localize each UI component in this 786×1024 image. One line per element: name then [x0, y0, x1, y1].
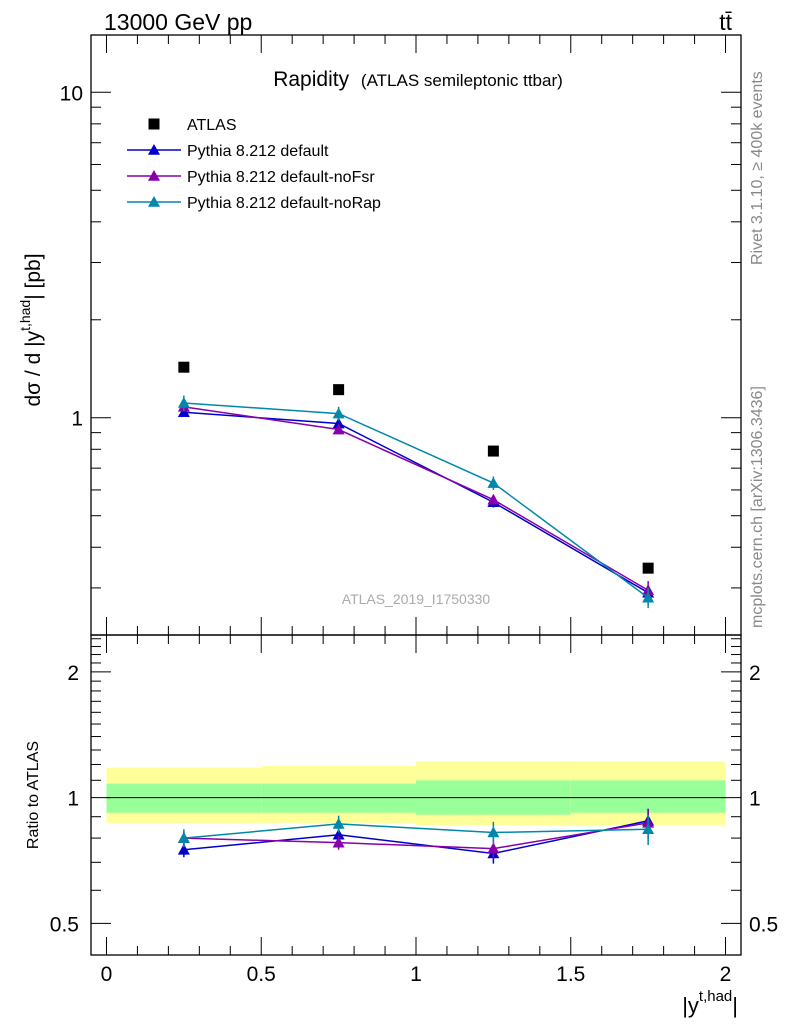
y-label-main: dσ / d |y	[22, 330, 45, 406]
ratio-point	[177, 832, 190, 843]
legend-marker	[148, 144, 160, 155]
atlas-point	[642, 562, 654, 574]
ratio-y-tick-label: 1	[67, 788, 79, 811]
mc-point	[332, 423, 345, 435]
x-tick-label: 0	[101, 963, 113, 986]
process-label: 13000 GeV pp	[104, 9, 252, 35]
y-axis-label: dσ / d |yt,had| [pb]	[17, 253, 45, 406]
atlas-point	[487, 445, 499, 457]
x-tick-label: 1	[410, 963, 422, 986]
legend-label: Pythia 8.212 default-noFsr	[187, 169, 375, 186]
series-line	[183, 402, 649, 599]
atlas-point	[178, 361, 190, 373]
legend-label: Pythia 8.212 default	[187, 143, 329, 160]
ratio-point	[332, 836, 345, 848]
x-label-main: |y	[682, 993, 699, 1018]
ratio-line	[183, 823, 649, 839]
y-tick-label: 1	[71, 408, 83, 431]
series-1	[177, 406, 655, 601]
ratio-panel: 0.5 0.5 1 1 2 2 0 0.5 1 1.5 2 Ratio to ATLAS |yt,h…	[25, 634, 778, 1018]
legend: ATLAS Pythia 8.212 default Pythia 8.212 de…	[127, 117, 381, 212]
ratio-point	[642, 823, 655, 835]
x-tick-label: 0.5	[247, 963, 276, 986]
main-panel: 110 Rapidity (ATLAS semileptonic ttbar) …	[17, 34, 742, 636]
atlas-point	[333, 384, 345, 396]
ratio-line	[183, 820, 649, 855]
x-label-sup: t,had	[699, 988, 732, 1005]
mc-point	[642, 591, 655, 603]
ratio-y-label: Ratio to ATLAS	[25, 741, 42, 849]
series-line	[183, 406, 649, 591]
x-tick-label: 1.5	[556, 963, 585, 986]
legend-marker	[148, 118, 160, 130]
mcplots-label: mcplots.cern.ch [arXiv:1306.3436]	[749, 386, 766, 628]
ratio-line	[183, 822, 649, 850]
ratio-point	[332, 817, 345, 829]
ratio-point	[177, 843, 190, 855]
ratio-series-2	[177, 814, 655, 848]
series-line	[183, 411, 649, 594]
ratio-y-tick-label: 0.5	[50, 913, 79, 936]
ratio-y-tick-label-right: 1	[749, 788, 761, 811]
ratio-point	[487, 842, 500, 854]
ratio-y-tick-label: 2	[67, 662, 79, 685]
title-main: Rapidity	[273, 68, 349, 91]
ratio-point	[332, 828, 345, 840]
legend-marker	[148, 196, 160, 207]
y-tick-label: 10	[60, 82, 83, 105]
uncertainty-band-inner	[261, 783, 416, 813]
title-sub: (ATLAS semileptonic ttbar)	[361, 71, 563, 90]
mc-point	[177, 396, 190, 408]
x-label-tail: |	[732, 993, 738, 1018]
uncertainty-band-inner	[106, 783, 262, 813]
mc-point	[487, 493, 500, 505]
y-label-sup: t,had	[17, 300, 33, 331]
legend-label: Pythia 8.212 default-noRap	[187, 195, 381, 212]
y-label-tail: | [pb]	[22, 253, 45, 299]
x-tick-label: 2	[720, 963, 732, 986]
ratio-y-tick-label-right: 0.5	[749, 913, 778, 936]
ratio-point	[487, 826, 500, 838]
series-3	[177, 395, 655, 609]
x-axis-label: |yt,had|	[682, 988, 738, 1018]
rivet-label: Rivet 3.1.10, ≥ 400k events	[749, 71, 766, 265]
mc-point	[332, 417, 345, 429]
final-state-label: tt̄	[719, 9, 732, 35]
ratio-y-tick-label-right: 2	[749, 662, 761, 685]
uncertainty-band-inner	[570, 780, 726, 813]
mc-point	[487, 477, 500, 488]
legend-marker	[148, 170, 160, 181]
legend-label: ATLAS	[187, 117, 237, 134]
series-0	[178, 361, 654, 574]
analysis-id: ATLAS_2019_I1750330	[342, 591, 491, 607]
chart-title: Rapidity (ATLAS semileptonic ttbar)	[273, 68, 563, 91]
mc-point	[332, 407, 345, 419]
series-2	[177, 400, 655, 601]
